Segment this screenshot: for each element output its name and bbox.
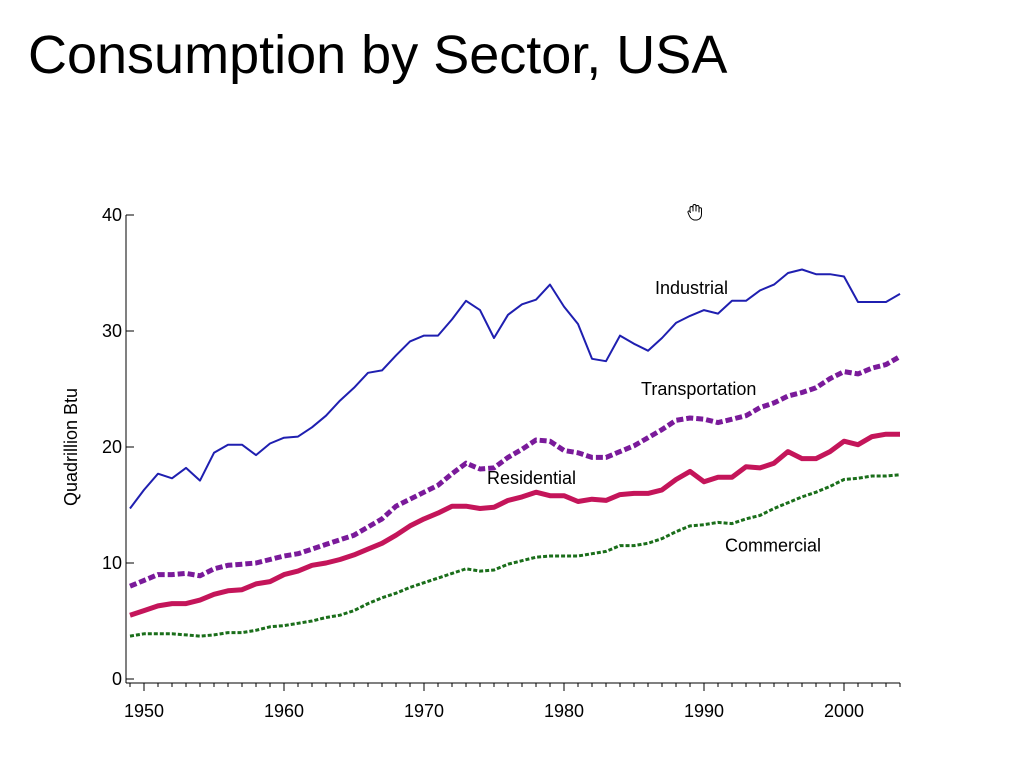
x-tick-label: 2000 — [824, 701, 864, 721]
x-tick-label: 1990 — [684, 701, 724, 721]
grab-hand-icon — [687, 204, 702, 221]
series-label-industrial: Industrial — [655, 278, 728, 298]
chart-series-layer — [129, 268, 902, 638]
y-tick-label: 30 — [102, 321, 122, 341]
x-tick-label: 1950 — [124, 701, 164, 721]
series-line-residential — [129, 431, 900, 618]
series-label-transportation: Transportation — [641, 379, 756, 399]
series-line-industrial — [129, 268, 901, 510]
chart-axes: 0 10 20 30 40 1950 1960 1970 1980 1990 2000 — [102, 205, 901, 721]
series-label-commercial: Commercial — [725, 535, 821, 555]
x-tick-label: 1980 — [544, 701, 584, 721]
x-tick-label: 1960 — [264, 701, 304, 721]
series-line-commercial — [129, 473, 901, 638]
y-tick-label: 20 — [102, 437, 122, 457]
series-line-transportation — [129, 354, 902, 589]
x-tick-label: 1970 — [404, 701, 444, 721]
y-tick-label: 0 — [112, 669, 122, 689]
y-tick-label: 10 — [102, 553, 122, 573]
slide-title: Consumption by Sector, USA — [28, 25, 728, 85]
chart-series-labels: Industrial Transportation Residential Comme… — [487, 278, 821, 556]
series-label-residential: Residential — [487, 468, 576, 488]
y-axis-title: Quadrillion Btu — [61, 388, 81, 506]
y-tick-label: 40 — [102, 205, 122, 225]
